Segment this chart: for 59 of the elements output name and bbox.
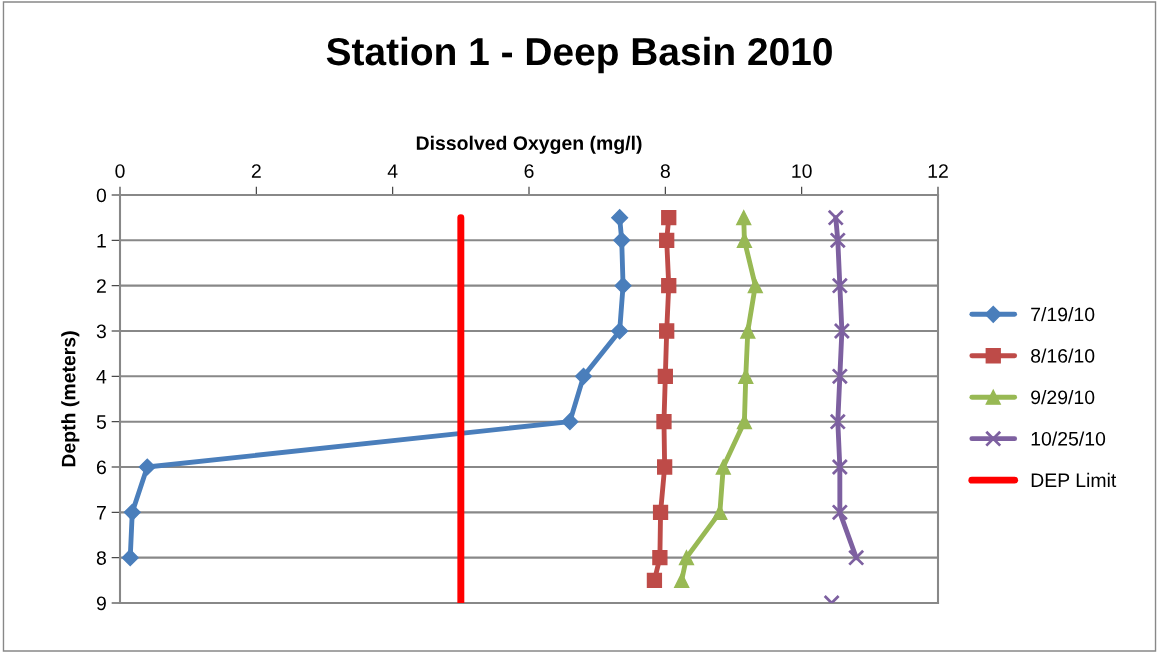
point [657,368,673,384]
legend-label: 9/29/10 [1031,389,1095,405]
point [613,231,631,249]
y-tick-label: 0 [96,188,107,203]
x-tick-label: 10 [792,164,812,178]
legend-label: 10/25/10 [1031,431,1106,446]
point [715,459,731,475]
point [736,210,752,226]
y-tick-label: 4 [96,370,107,384]
point [561,413,579,431]
y-tick-label: 8 [96,551,106,565]
point [831,277,849,294]
point [674,572,690,588]
point [646,572,663,588]
x-tick-label: 0 [115,164,125,178]
point [574,367,593,385]
y-tick-label: 5 [96,415,106,429]
point [652,504,669,520]
legend-label: DEP Limit [1031,472,1117,488]
x-axis-title: Dissolved Oxygen (mg/l) [416,135,642,154]
y-tick-label: 6 [96,460,106,475]
point [831,504,849,521]
legend-label: 8/16/10 [1031,348,1095,363]
point [747,278,763,294]
y-tick-label: 9 [96,596,106,611]
point [678,550,695,566]
point [121,549,139,567]
x-tick-label: 12 [928,164,948,178]
point [659,323,675,339]
chart-title: Station 1 - Deep Basin 2010 [326,36,832,74]
y-tick-label: 7 [96,506,106,520]
point [661,210,677,226]
point [831,458,849,476]
legend-label: 7/19/10 [1031,307,1095,322]
point [659,232,675,248]
point [652,550,668,566]
x-tick-label: 8 [660,164,670,178]
point [138,458,156,476]
x-tick-label: 2 [251,164,261,178]
point [831,368,849,385]
point [123,503,141,521]
point [833,322,851,340]
y-tick-label: 1 [97,234,106,248]
point [611,322,629,340]
point [611,209,629,227]
point [829,413,847,430]
y-tick-label: 3 [96,324,106,339]
point [827,209,845,226]
x-tick-label: 6 [524,164,534,178]
point [614,277,632,295]
point [847,549,865,566]
point [661,278,677,294]
point [657,459,673,475]
point [740,323,756,339]
point [829,232,847,249]
y-axis-title: Depth (meters) [61,331,80,467]
point [656,414,672,430]
y-tick-label: 2 [96,279,106,293]
x-tick-label: 4 [387,164,398,178]
